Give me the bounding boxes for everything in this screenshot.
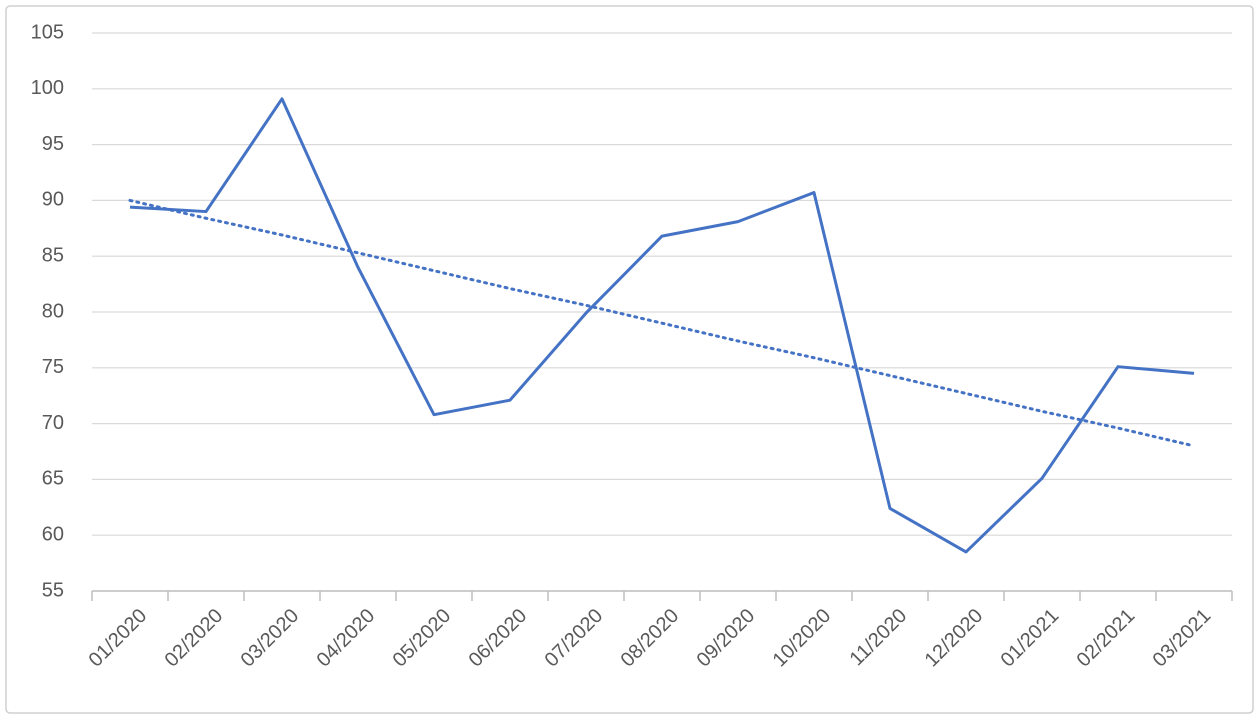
y-tick-label: 65 — [42, 468, 64, 490]
y-tick-label: 100 — [31, 77, 64, 99]
y-tick-label: 95 — [42, 133, 64, 155]
trend-line — [128, 198, 1196, 448]
y-tick-label: 90 — [42, 189, 64, 211]
y-tick-label: 75 — [42, 356, 64, 378]
y-tick-label: 55 — [42, 579, 64, 601]
y-tick-label: 85 — [42, 244, 64, 266]
data-line — [129, 97, 1195, 554]
y-tick-label: 105 — [31, 21, 64, 43]
y-tick-label: 70 — [42, 412, 64, 434]
chart-border — [5, 5, 1254, 714]
y-tick-label: 60 — [42, 523, 64, 545]
y-tick-label: 80 — [42, 300, 64, 322]
